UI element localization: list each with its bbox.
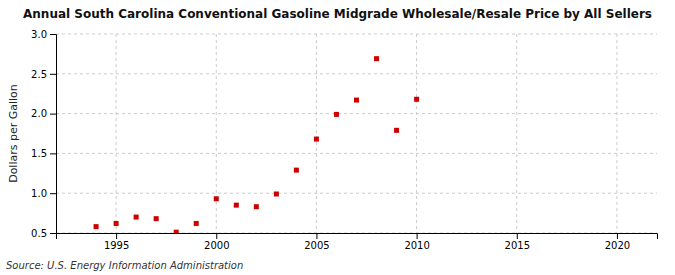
tick-label: 1.0: [31, 188, 47, 199]
grid-line-x: [216, 34, 217, 233]
tick-label: 2020: [605, 240, 630, 251]
tick-mark: [316, 233, 317, 239]
tick-label: 0.5: [31, 228, 47, 239]
point: [134, 215, 139, 220]
tick: 1.0: [31, 188, 56, 199]
tick-label: 3.0: [31, 29, 47, 40]
tick-mark: [617, 233, 618, 239]
point: [354, 98, 359, 103]
tick: 2010: [404, 233, 429, 251]
tick: 1995: [104, 233, 129, 251]
chart-svg: 1995 2000 2005 2010 2015 2020 0.5 1.0 1.5 2.0 2.5 3…: [0, 0, 675, 275]
tick: 1.5: [31, 148, 56, 159]
grid-line-x: [316, 34, 317, 233]
points: [94, 56, 420, 233]
tick-mark: [116, 233, 117, 239]
grid-line-y: [56, 113, 657, 114]
tick-mark: [50, 114, 56, 115]
point: [114, 221, 119, 226]
grid-line-x: [116, 34, 117, 233]
grid-line-y: [56, 153, 657, 154]
grid-line-x: [516, 34, 517, 233]
tick: 2020: [605, 233, 630, 251]
tick-label: 1995: [104, 240, 129, 251]
grid-line-x: [616, 34, 617, 233]
title: Annual South Carolina Conventional Gasol…: [23, 7, 652, 21]
point: [394, 128, 399, 133]
tick-label: 1.5: [31, 148, 47, 159]
tick-label: 2005: [304, 240, 329, 251]
tick-mark: [50, 193, 56, 194]
annotation: Source: U.S. Energy Information Administ…: [6, 260, 243, 271]
point: [194, 221, 199, 226]
grid-line-y: [56, 73, 657, 74]
y-axis-label: Dollars per Gallon: [7, 84, 20, 183]
grid: [56, 34, 657, 233]
tick-mark: [417, 233, 418, 239]
tick-label: 2015: [505, 240, 530, 251]
tick: 2.0: [31, 108, 56, 119]
point: [94, 224, 99, 229]
point: [254, 204, 259, 209]
axis-line: [50, 35, 57, 234]
tick-label: 2010: [404, 240, 429, 251]
tick-mark: [50, 233, 56, 234]
tick-mark: [50, 74, 56, 75]
tick: 3.0: [31, 29, 56, 40]
grid-line-x: [416, 34, 417, 233]
y-axis: 0.5 1.0 1.5 2.0 2.5 3.0: [31, 29, 56, 239]
axis-line: [57, 234, 658, 240]
tick: 2005: [304, 233, 329, 251]
tick: 2.5: [31, 69, 56, 80]
grid-line-y: [56, 193, 657, 194]
x-axis: 1995 2000 2005 2010 2015 2020: [57, 233, 658, 251]
point: [334, 112, 339, 117]
point: [154, 216, 159, 221]
point: [174, 230, 179, 233]
tick-label: 2000: [204, 240, 229, 251]
tick: 2000: [204, 233, 229, 251]
point: [314, 137, 319, 142]
chart-container: 1995 2000 2005 2010 2015 2020 0.5 1.0 1.5 2.0 2.5 3…: [0, 0, 675, 275]
tick-mark: [50, 153, 56, 154]
tick-label: 2.5: [31, 69, 47, 80]
point: [274, 191, 279, 196]
tick-label: 2.0: [31, 108, 47, 119]
point: [214, 196, 219, 201]
grid-line-y: [56, 34, 657, 35]
point: [414, 97, 419, 102]
plot-area: 1995 2000 2005 2010 2015 2020 0.5 1.0 1.5 2.0 2.5 3…: [31, 29, 657, 251]
point: [234, 203, 239, 208]
tick-mark: [50, 34, 56, 35]
point: [374, 56, 379, 61]
tick: 0.5: [31, 228, 56, 239]
tick: 2015: [505, 233, 530, 251]
tick-mark: [216, 233, 217, 239]
tick-mark: [517, 233, 518, 239]
point: [294, 168, 299, 173]
